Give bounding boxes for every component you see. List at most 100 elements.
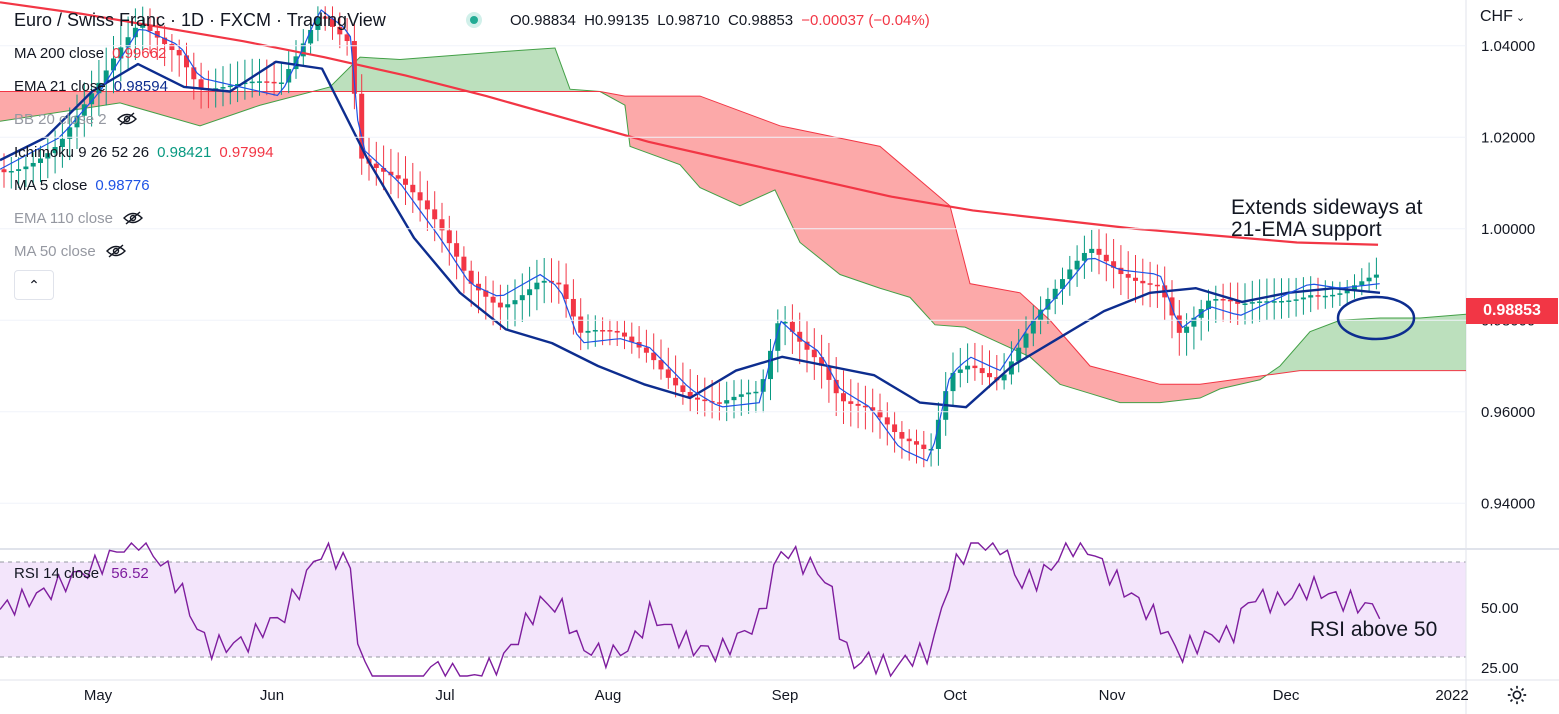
legend-name: Ichimoku 9 26 52 26 (14, 144, 150, 161)
legend-item[interactable]: EMA 110 close (14, 211, 143, 226)
legend-item[interactable]: MA 50 close (14, 244, 126, 259)
candle-body (1147, 283, 1153, 285)
eye-hidden-icon[interactable] (116, 112, 137, 126)
candle-body (359, 93, 365, 159)
candle-body (1125, 274, 1131, 278)
rsi-legend-name: RSI 14 close (14, 565, 100, 582)
legend-item[interactable]: MA 5 close 0.98776 (14, 178, 150, 193)
candle-body (884, 417, 890, 425)
candle-body (30, 162, 36, 167)
collapse-legend-button[interactable]: ⌃ (14, 270, 54, 300)
candle-body (1118, 267, 1124, 275)
candle-body (1373, 274, 1379, 278)
candle-body (570, 298, 576, 317)
candle-body (585, 330, 591, 333)
candle-body (1330, 294, 1336, 297)
candle-body (746, 392, 752, 395)
candle-body (1081, 252, 1087, 261)
price-tick-label: 0.96000 (1481, 404, 1535, 421)
candle-body (89, 93, 95, 105)
candle-body (811, 349, 817, 358)
rsi-legend[interactable]: RSI 14 close 56.52 (14, 566, 149, 581)
eye-hidden-icon[interactable] (122, 211, 143, 225)
candle-body (687, 391, 693, 398)
axes: 1.040001.020001.000000.980000.960000.940… (0, 38, 1535, 704)
moving-averages (0, 1, 1381, 462)
symbol-title[interactable]: Euro / Swiss Franc · 1D · FXCM · Trading… (14, 10, 386, 30)
candle-body (1235, 301, 1241, 304)
legend-name: MA 5 close (14, 177, 88, 194)
candle-body (322, 16, 328, 19)
time-tick-label: Oct (943, 687, 967, 704)
candle-body (695, 397, 700, 400)
candle-body (680, 385, 686, 392)
candle-body (235, 83, 241, 86)
market-status-icon[interactable] (466, 12, 482, 28)
candle-body (658, 360, 664, 370)
senkou-span-b (0, 91, 1466, 385)
time-tick-label: Dec (1273, 687, 1300, 704)
candle-body (578, 316, 584, 333)
annotation-line1: Extends sideways at (1231, 196, 1423, 219)
legend-item[interactable]: EMA 21 close 0.98594 (14, 79, 168, 94)
candle-body (300, 43, 306, 57)
last-price-tag: 0.98853 (1466, 298, 1558, 324)
candle-body (1257, 301, 1263, 303)
candle-body (957, 369, 963, 373)
legend-name: EMA 21 close (14, 78, 106, 95)
candle-body (592, 330, 598, 332)
candle-body (1030, 320, 1036, 334)
candle-body (1344, 289, 1350, 294)
candle-body (607, 330, 613, 332)
candle-body (1089, 248, 1095, 253)
candle-body (1111, 261, 1117, 268)
candle-body (38, 158, 43, 163)
legend-name: EMA 110 close (14, 210, 113, 227)
candle-body (403, 178, 408, 185)
candle-body (804, 341, 810, 350)
candle-body (716, 402, 722, 404)
currency-selector[interactable]: CHF ⌄ (1480, 8, 1525, 26)
rsi-tick-label: 25.00 (1481, 660, 1519, 677)
candle-body (257, 81, 262, 83)
candle-body (768, 350, 773, 380)
candle-body (775, 323, 781, 351)
cloud-bear (0, 91, 312, 126)
candle-body (797, 331, 803, 342)
candle-body (527, 289, 533, 296)
candle-body (344, 34, 350, 42)
candle-body (74, 115, 80, 128)
candle-body (1308, 295, 1314, 298)
legend-item[interactable]: MA 200 close 0.99662 (14, 46, 166, 61)
candle-body (519, 295, 525, 301)
candle-body (1300, 297, 1306, 300)
candle-body (556, 282, 562, 285)
candle-body (125, 37, 131, 48)
legend-name: MA 50 close (14, 243, 96, 260)
eye-hidden-icon[interactable] (105, 244, 126, 258)
legend-value: 0.99662 (112, 45, 167, 62)
candle-body (1060, 279, 1065, 289)
open-value: O0.98834 (510, 12, 576, 29)
candle-body (1016, 347, 1022, 362)
legend-item[interactable]: Ichimoku 9 26 52 26 0.98421 0.97994 (14, 145, 274, 160)
candle-body (1337, 293, 1343, 295)
candle-body (760, 379, 766, 392)
candle-body (468, 270, 474, 284)
candle-body (731, 396, 737, 401)
price-tick-label: 1.04000 (1481, 38, 1535, 55)
candle-body (1366, 277, 1372, 282)
candle-body (906, 438, 912, 442)
legend-item[interactable]: BB 20 close 2 (14, 112, 137, 127)
candle-body (724, 400, 730, 404)
candle-body (1206, 300, 1211, 310)
candle-body (1096, 248, 1102, 255)
candle-body (935, 419, 941, 449)
candle-body (1074, 260, 1080, 270)
candle-body (738, 394, 744, 397)
candle-body (490, 296, 496, 303)
candle-body (877, 410, 883, 418)
gear-icon[interactable] (1506, 684, 1528, 706)
price-tick-label: 1.02000 (1481, 129, 1535, 146)
